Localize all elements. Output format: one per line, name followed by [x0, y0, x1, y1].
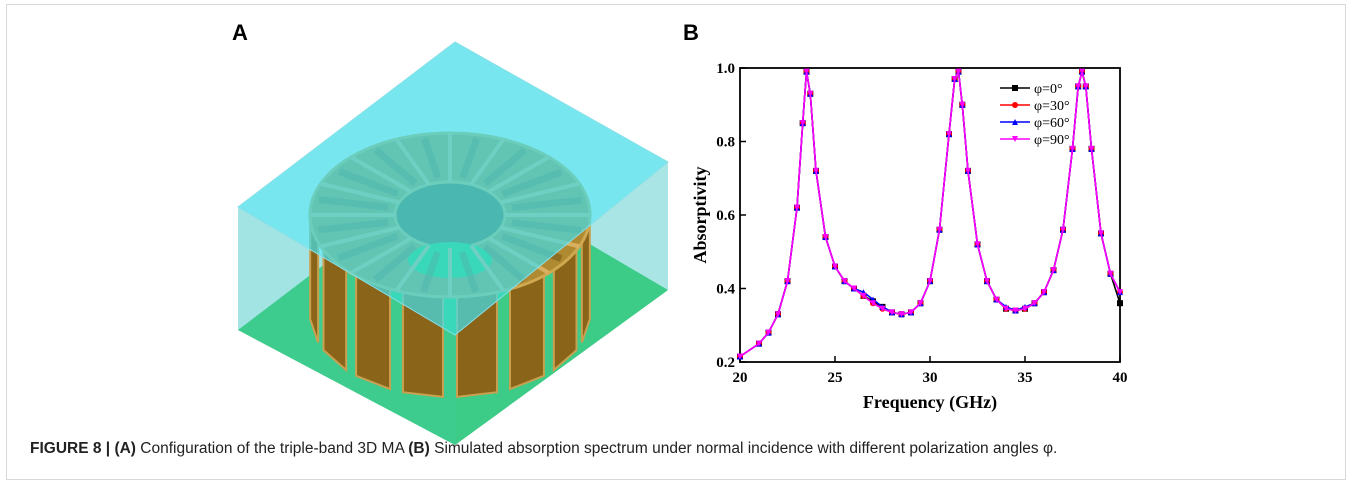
- caption-text: Simulated absorption spectrum under norm…: [434, 440, 1058, 457]
- marker: [775, 311, 781, 318]
- figure-frame: [6, 4, 1346, 480]
- marker: [898, 311, 905, 318]
- marker: [955, 68, 962, 75]
- box-top: [237, 41, 669, 336]
- marker: [1012, 307, 1019, 314]
- caption-text: Configuration of the triple-band 3D MA: [140, 440, 404, 457]
- legend-marker: [1012, 85, 1018, 91]
- caption: FIGURE 8 | (A) Configuration of the trip…: [30, 440, 1057, 458]
- marker: [1060, 226, 1066, 233]
- marker: [927, 278, 933, 285]
- caption-ref: (A): [114, 440, 136, 457]
- x-axis-label: Frequency (GHz): [863, 392, 997, 413]
- caption-label: FIGURE 8 |: [30, 440, 111, 457]
- marker: [1075, 83, 1082, 90]
- marker: [946, 131, 952, 138]
- legend-marker: [1012, 102, 1018, 108]
- marker: [1041, 289, 1047, 296]
- marker: [756, 340, 762, 347]
- y-tick-label: 0.8: [716, 135, 735, 151]
- fin-front: [508, 274, 545, 391]
- marker: [959, 101, 966, 108]
- marker: [765, 329, 772, 336]
- y-tick-label: 0.2: [716, 355, 735, 371]
- marker: [1022, 305, 1028, 312]
- legend-marker: [1012, 119, 1018, 125]
- chart: 0.2 0.4 0.6 0.8 1.0 20 25 30 35 40 Frequency (GHz)…: [690, 61, 1128, 413]
- marker: [1088, 145, 1095, 152]
- marker: [1031, 300, 1038, 307]
- legend-label: φ=30°: [1034, 99, 1070, 114]
- panel-label: A: [232, 20, 248, 45]
- marker: [951, 76, 958, 83]
- marker: [832, 263, 838, 270]
- x-tick-label: 40: [1113, 370, 1128, 386]
- y-axis-label: Absorptivity: [690, 166, 710, 263]
- y-tick-label: 0.6: [716, 208, 735, 224]
- caption-ref: (B): [408, 440, 430, 457]
- marker: [799, 120, 806, 127]
- marker: [870, 300, 876, 307]
- marker: [1098, 230, 1104, 237]
- marker: [813, 167, 819, 174]
- marker: [841, 278, 848, 285]
- x-tick-label: 25: [828, 370, 843, 386]
- marker: [965, 167, 971, 174]
- marker: [993, 296, 1000, 303]
- marker: [908, 309, 914, 316]
- marker: [1050, 267, 1057, 274]
- x-tick-label: 20: [733, 370, 748, 386]
- marker: [807, 90, 814, 97]
- marker: [1079, 68, 1085, 75]
- legend-label: φ=0°: [1034, 82, 1063, 97]
- marker: [917, 300, 924, 307]
- marker: [1082, 83, 1089, 90]
- panel-label: B: [683, 20, 699, 45]
- series-line: [739, 68, 1121, 358]
- marker: [860, 292, 867, 299]
- marker: [822, 234, 829, 241]
- series-line: [739, 68, 1121, 358]
- legend-label: φ=90°: [1034, 133, 1070, 148]
- y-tick-label: 0.4: [716, 282, 735, 298]
- legend-marker: [1012, 136, 1018, 142]
- marker: [784, 278, 791, 285]
- marker: [794, 204, 800, 211]
- marker: [1069, 145, 1076, 152]
- series-line: [739, 68, 1121, 358]
- marker: [803, 68, 810, 75]
- legend-label: φ=60°: [1034, 116, 1070, 131]
- x-tick-label: 35: [1018, 370, 1033, 386]
- marker: [936, 226, 943, 233]
- marker: [974, 241, 981, 248]
- marker: [984, 278, 990, 285]
- series-line: [739, 68, 1121, 358]
- marker: [1117, 289, 1123, 296]
- x-tick-label: 30: [923, 370, 938, 386]
- marker: [1117, 300, 1123, 307]
- marker: [1107, 270, 1114, 277]
- y-tick-label: 1.0: [716, 61, 735, 77]
- marker: [1003, 305, 1009, 312]
- marker: [879, 305, 886, 312]
- marker: [851, 285, 857, 292]
- plot-frame: [739, 67, 1121, 363]
- marker: [889, 309, 895, 316]
- marker: [737, 353, 743, 360]
